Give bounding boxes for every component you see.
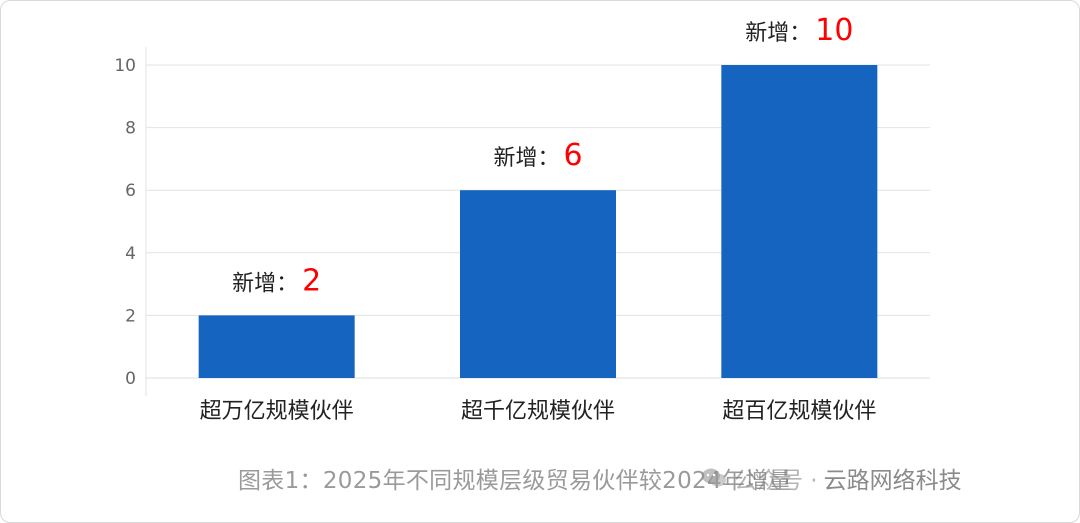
y-tick-label: 10 — [114, 56, 136, 76]
bar — [198, 315, 355, 378]
data-label: 新增： 2 — [232, 263, 321, 298]
data-label-prefix: 新增： — [232, 271, 298, 296]
data-label-prefix: 新增： — [745, 21, 811, 46]
bar — [460, 190, 616, 378]
data-label-prefix: 新增： — [493, 146, 559, 171]
x-category-label: 超千亿规模伙伴 — [461, 399, 615, 424]
y-tick-label: 4 — [125, 244, 136, 264]
data-label: 新增： 10 — [745, 13, 853, 48]
x-category-label: 超万亿规模伙伴 — [200, 399, 354, 424]
wechat-icon — [702, 468, 726, 487]
y-tick-label: 8 — [125, 119, 136, 139]
watermark-brand: 云路网络科技 — [823, 468, 962, 494]
chart-caption: 图表1：2025年不同规模层级贸易伙伴较2024年增量 — [238, 468, 792, 494]
bars — [198, 65, 878, 378]
data-label-value: 10 — [815, 13, 853, 48]
y-tick-label: 6 — [125, 181, 136, 201]
data-label: 新增： 6 — [493, 138, 582, 173]
watermark: 公众号 · 云路网络科技 — [700, 461, 962, 495]
bar — [721, 65, 878, 378]
y-tick-label: 0 — [125, 369, 136, 389]
data-label-value: 6 — [563, 138, 582, 173]
x-category-label: 超百亿规模伙伴 — [722, 399, 876, 424]
data-label-value: 2 — [302, 263, 321, 298]
y-tick-label: 2 — [125, 306, 136, 326]
watermark-text: 公众号 · — [734, 468, 818, 494]
